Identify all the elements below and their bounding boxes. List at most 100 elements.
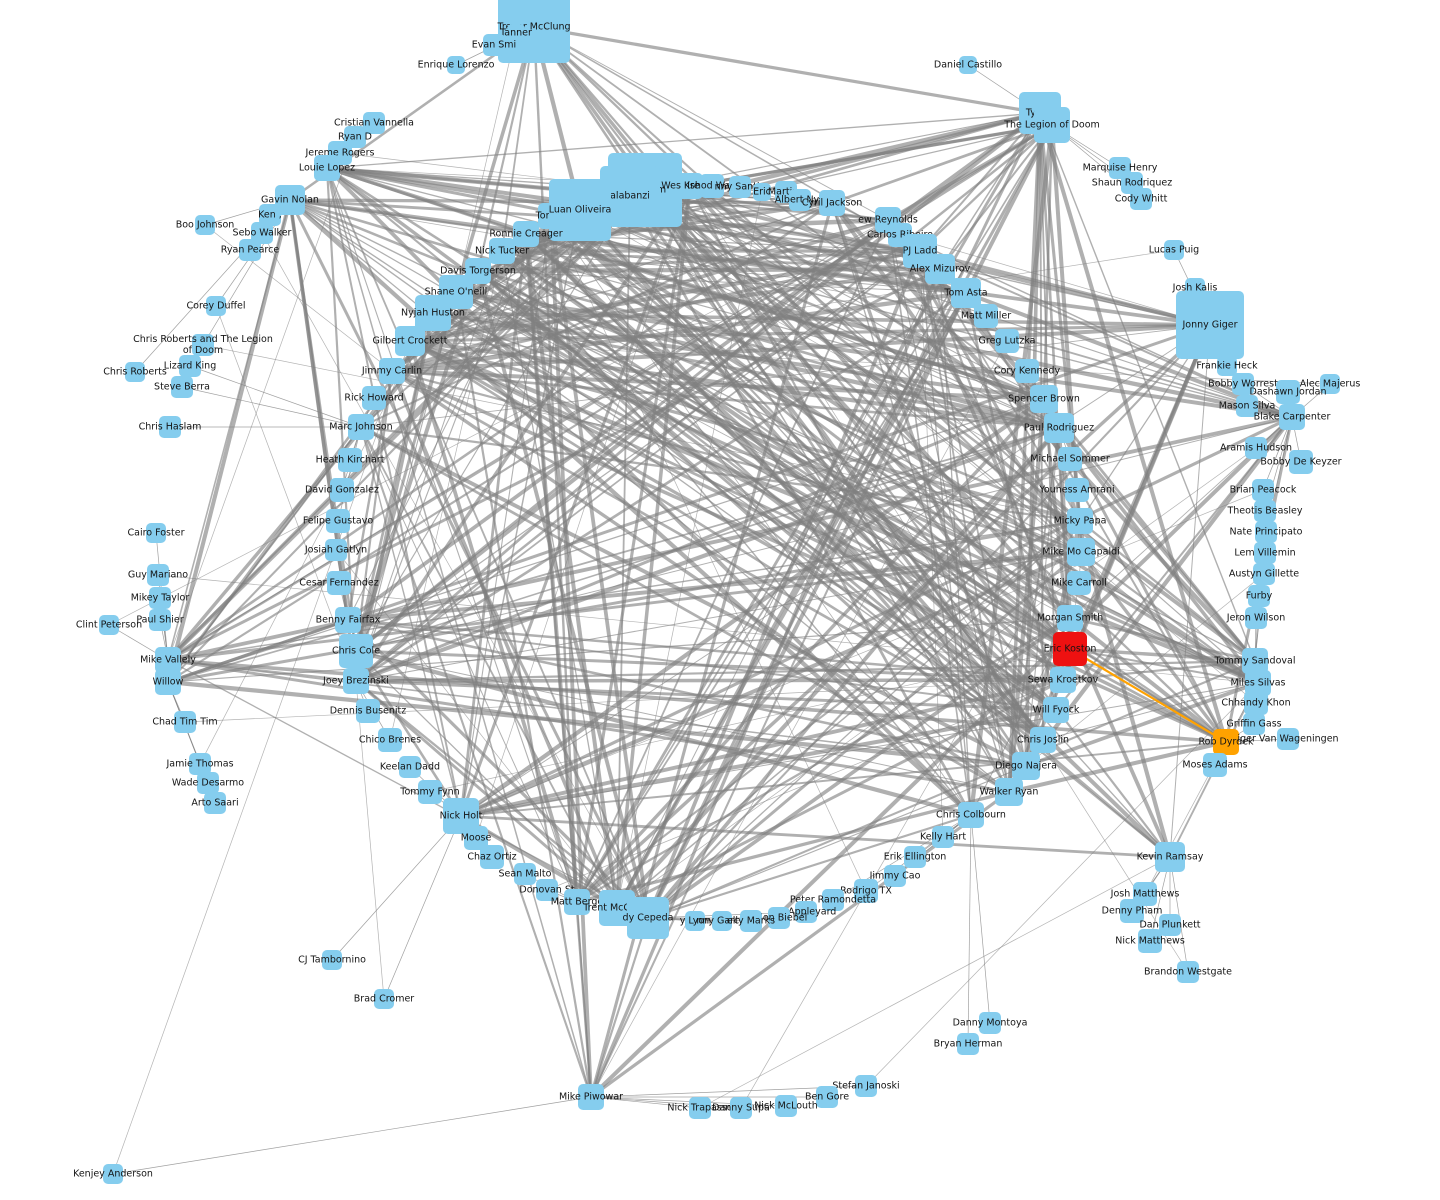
graph-node-brian-peacock[interactable]: [1252, 479, 1274, 501]
graph-node-felipe-gustavo[interactable]: [326, 509, 350, 533]
graph-node-lucas-puig[interactable]: [1164, 240, 1184, 260]
graph-node-chhandy-khon[interactable]: [1244, 691, 1268, 715]
graph-node-clint-peterson[interactable]: [99, 615, 119, 635]
graph-node-cody-cepeda[interactable]: [627, 897, 669, 939]
graph-node-tanner[interactable]: [507, 24, 525, 42]
graph-node-nick-matthews[interactable]: [1138, 929, 1162, 953]
graph-node-nick-tucker[interactable]: [489, 238, 515, 264]
graph-node-chad-tim-tim[interactable]: [174, 711, 196, 733]
highlight-edge[interactable]: [1069, 648, 1227, 743]
graph-node-corey-duffel[interactable]: [206, 296, 226, 316]
graph-node-nate-principato[interactable]: [1255, 521, 1277, 543]
graph-node-paul-rodriguez[interactable]: [1044, 413, 1074, 443]
graph-node-nyjah-huston[interactable]: [415, 295, 451, 331]
graph-node-guy-mariano[interactable]: [147, 564, 169, 586]
graph-node-enrique-lorenzo[interactable]: [447, 56, 465, 74]
graph-node-walker-ryan[interactable]: [995, 778, 1023, 806]
graph-node-ronnie-creager[interactable]: [513, 221, 539, 247]
graph-node-chico-brenes[interactable]: [378, 728, 402, 752]
graph-node-cristian-vannella[interactable]: [363, 112, 385, 134]
graph-node-chaz-ortiz[interactable]: [480, 845, 504, 869]
graph-node-gilbert-crockett[interactable]: [395, 326, 425, 356]
graph-node-griffin-gass[interactable]: [1243, 713, 1265, 735]
graph-node-tommy-sandoval[interactable]: [1242, 648, 1268, 674]
graph-node-cory-kennedy[interactable]: [1015, 359, 1039, 383]
graph-node-jamie-thomas[interactable]: [189, 753, 211, 775]
graph-node-bobby-de-keyzer[interactable]: [1289, 450, 1313, 474]
graph-node-tommy-fynn[interactable]: [418, 780, 442, 804]
graph-node-tom-asta[interactable]: [951, 278, 981, 308]
graph-node-kenjey-anderson[interactable]: [103, 1164, 123, 1184]
graph-node-dashawn-jordan[interactable]: [1276, 380, 1300, 404]
graph-node-eric-m[interactable]: [753, 183, 771, 201]
graph-node-ishod-wair[interactable]: [700, 174, 724, 198]
graph-node-boo-johnson[interactable]: [195, 215, 215, 235]
graph-node-mike-mo-capaldi[interactable]: [1067, 538, 1095, 566]
graph-node-youness-amrani[interactable]: [1065, 478, 1089, 502]
graph-node-sean-malto[interactable]: [514, 863, 536, 885]
graph-node-chris-cole[interactable]: [339, 634, 373, 668]
graph-node-kelly-marks[interactable]: [740, 910, 762, 932]
graph-node-chris-joslin[interactable]: [1030, 727, 1056, 753]
graph-node-mike-vallely[interactable]: [155, 647, 181, 673]
graph-node-ryan-pearce[interactable]: [239, 239, 261, 261]
graph-node-chris-colbourn[interactable]: [958, 802, 984, 828]
graph-node-tiger-van-wageningen[interactable]: [1277, 728, 1299, 750]
graph-node-paul-shier[interactable]: [149, 609, 171, 631]
graph-node-brandon-westgate[interactable]: [1177, 961, 1199, 983]
graph-node-legion-of-doom[interactable]: [1034, 107, 1070, 143]
graph-node-eric-koston[interactable]: [1053, 632, 1087, 666]
graph-node-alex-mizurov[interactable]: [925, 254, 955, 284]
graph-node-bryan-herman[interactable]: [957, 1033, 979, 1055]
graph-node-cj-tambornino[interactable]: [322, 950, 342, 970]
graph-node-ken[interactable]: [259, 204, 281, 226]
graph-node-chris-roberts-legion[interactable]: [192, 334, 214, 356]
graph-node-cesar-fernandez[interactable]: [327, 571, 351, 595]
graph-node-diego-najera[interactable]: [1012, 752, 1040, 780]
graph-node-micky-papa[interactable]: [1067, 508, 1093, 534]
graph-node-marc-johnson[interactable]: [348, 414, 374, 440]
graph-node-mason-silva[interactable]: [1236, 395, 1258, 417]
graph-node-michael-sommer[interactable]: [1058, 447, 1082, 471]
graph-node-jonny-giger[interactable]: [1176, 291, 1244, 359]
graph-node-peter-ramondetta[interactable]: [822, 889, 844, 911]
graph-node-greg-lutzka[interactable]: [995, 329, 1019, 353]
graph-node-bobby-worrest[interactable]: [1232, 373, 1254, 395]
graph-node-joey-brezinski[interactable]: [343, 668, 369, 694]
graph-node-austyn-gillette[interactable]: [1253, 563, 1275, 585]
graph-node-denny-pham[interactable]: [1120, 899, 1144, 923]
graph-node-albert-nyb[interactable]: [789, 189, 811, 211]
graph-node-heath-kirchart[interactable]: [338, 448, 362, 472]
graph-node-daniel-castillo[interactable]: [959, 56, 977, 74]
graph-node-louie-lopez[interactable]: [314, 155, 340, 181]
graph-node-will-fyock[interactable]: [1043, 697, 1069, 723]
graph-node-dan-plunkett[interactable]: [1159, 914, 1181, 936]
graph-node-mark-appleyard[interactable]: [795, 901, 817, 923]
graph-node-ty-lyons[interactable]: [685, 911, 705, 931]
graph-node-lem-villemin[interactable]: [1254, 542, 1276, 564]
graph-node-wade-desarmo[interactable]: [197, 772, 219, 794]
graph-node-danny-supa[interactable]: [730, 1097, 752, 1119]
graph-node-erik-ellington[interactable]: [904, 846, 926, 868]
graph-node-keelan-dadd[interactable]: [399, 756, 421, 778]
graph-node-nick-trapasso[interactable]: [689, 1097, 711, 1119]
graph-node-rick-howard[interactable]: [362, 386, 386, 410]
graph-node-benny-fairfax[interactable]: [335, 607, 361, 633]
graph-node-wes-kremer[interactable]: [677, 173, 703, 199]
graph-node-moses-adams[interactable]: [1203, 753, 1227, 777]
graph-node-sewa-kroetkov[interactable]: [1050, 667, 1076, 693]
graph-node-ben-gore[interactable]: [816, 1086, 838, 1108]
graph-node-brandon-biebel[interactable]: [768, 907, 790, 929]
graph-node-alec-majerus[interactable]: [1320, 374, 1340, 394]
graph-node-danny-garcia[interactable]: [712, 911, 732, 931]
graph-node-jeron-wilson[interactable]: [1245, 607, 1267, 629]
graph-node-jimmy-cao[interactable]: [884, 865, 906, 887]
graph-node-nick-mclouth[interactable]: [775, 1095, 797, 1117]
graph-node-stefan-janoski[interactable]: [855, 1075, 877, 1097]
graph-node-jimmy-carlin[interactable]: [379, 358, 405, 384]
graph-node-lizard-king[interactable]: [179, 355, 201, 377]
graph-node-donovan-st[interactable]: [536, 879, 558, 901]
graph-node-josiah-gatlyn[interactable]: [325, 539, 347, 561]
graph-node-mike-carroll[interactable]: [1067, 571, 1091, 595]
